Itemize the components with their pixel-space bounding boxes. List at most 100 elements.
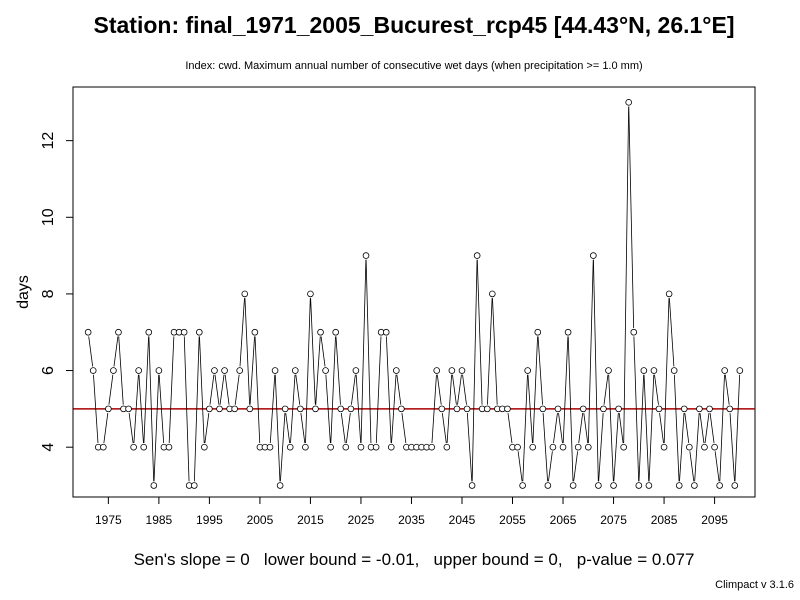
- data-point: [726, 405, 734, 413]
- data-point: [180, 328, 188, 336]
- x-tick-label: 2025: [348, 513, 375, 527]
- data-point: [711, 443, 718, 451]
- data-point: [584, 443, 592, 451]
- series-segment: [673, 374, 680, 482]
- data-point: [276, 482, 284, 489]
- series-segment: [158, 374, 165, 444]
- series-segment: [446, 374, 453, 444]
- series-segment: [138, 374, 144, 444]
- series-segment: [537, 336, 543, 405]
- series-segment: [628, 106, 635, 329]
- data-point: [680, 405, 688, 413]
- series-segment: [199, 336, 205, 444]
- series-segment: [345, 412, 351, 444]
- data-point: [701, 443, 708, 451]
- data-point: [529, 443, 537, 451]
- x-tick-label: 1995: [196, 513, 223, 527]
- x-tick-label: 1985: [146, 513, 173, 527]
- data-point: [297, 405, 304, 413]
- series-segment: [436, 374, 442, 405]
- data-point: [675, 482, 683, 489]
- data-point: [387, 443, 395, 451]
- data-point: [281, 405, 289, 413]
- series-segment: [280, 413, 286, 482]
- series-segment: [659, 412, 664, 444]
- data-point: [140, 443, 148, 451]
- series-segment: [663, 298, 670, 444]
- chart-title: Station: final_1971_2005_Bucurest_rcp45 …: [93, 12, 735, 38]
- data-point: [130, 443, 137, 451]
- data-point: [246, 405, 254, 413]
- data-point: [105, 405, 112, 413]
- trend-stats: Sen's slope = 0 lower bound = -0.01, upp…: [133, 550, 695, 569]
- series-segment: [729, 413, 735, 482]
- data-point: [519, 482, 526, 489]
- data-point: [665, 290, 673, 298]
- series-segment: [578, 412, 584, 444]
- series-segment: [431, 374, 437, 444]
- data-point: [504, 405, 511, 413]
- series-segment: [305, 298, 311, 444]
- data-point: [352, 367, 360, 374]
- series-segment: [93, 374, 99, 444]
- series-segment: [441, 412, 447, 444]
- y-tick-label: 10: [40, 208, 57, 226]
- data-point: [549, 443, 557, 451]
- data-point: [458, 367, 466, 374]
- series-segment: [300, 412, 306, 444]
- series-segment: [452, 374, 457, 405]
- series-segment: [148, 336, 155, 482]
- series-segment: [133, 374, 139, 444]
- data-point: [372, 443, 380, 451]
- data-point: [362, 252, 370, 259]
- data-point: [241, 290, 249, 298]
- x-tick-label: 2085: [651, 513, 678, 527]
- data-point: [448, 367, 456, 374]
- data-point: [100, 443, 107, 451]
- y-tick-label: 6: [40, 366, 57, 375]
- series-segment: [143, 336, 149, 444]
- series-segment: [365, 259, 372, 443]
- data-point: [271, 367, 279, 374]
- data-point: [438, 405, 446, 413]
- data-point: [211, 367, 218, 374]
- data-point: [574, 443, 582, 451]
- data-point: [670, 367, 678, 374]
- series-segment: [315, 336, 321, 405]
- data-point: [721, 367, 728, 374]
- series-segment: [613, 413, 619, 482]
- data-point: [554, 405, 562, 413]
- data-point: [89, 367, 97, 374]
- data-point: [382, 328, 390, 336]
- series-segment: [553, 412, 558, 444]
- data-point: [84, 328, 92, 336]
- x-tick-label: 2095: [701, 513, 728, 527]
- series-segment: [603, 374, 609, 405]
- series-segment: [310, 298, 316, 405]
- data-point: [302, 443, 309, 451]
- series-segment: [623, 106, 630, 443]
- series-segment: [562, 336, 569, 444]
- series-segment: [269, 374, 276, 444]
- series-segment: [643, 374, 650, 482]
- data-point: [357, 443, 365, 451]
- series-segment: [684, 412, 690, 444]
- series-segment: [355, 374, 362, 444]
- data-point: [190, 482, 198, 489]
- series-segment: [492, 298, 498, 405]
- series-segment: [209, 374, 215, 405]
- data-point: [398, 405, 405, 413]
- series-segment: [351, 374, 356, 405]
- series-segment: [709, 412, 715, 444]
- series-segment: [638, 374, 645, 482]
- series-segment: [401, 412, 407, 444]
- data-point: [696, 405, 703, 413]
- series-segment: [391, 374, 397, 444]
- data-point: [312, 405, 319, 413]
- series-segment: [522, 374, 528, 482]
- data-point: [610, 482, 617, 489]
- series-segment: [598, 413, 604, 482]
- data-point: [731, 482, 739, 489]
- data-point: [569, 482, 577, 489]
